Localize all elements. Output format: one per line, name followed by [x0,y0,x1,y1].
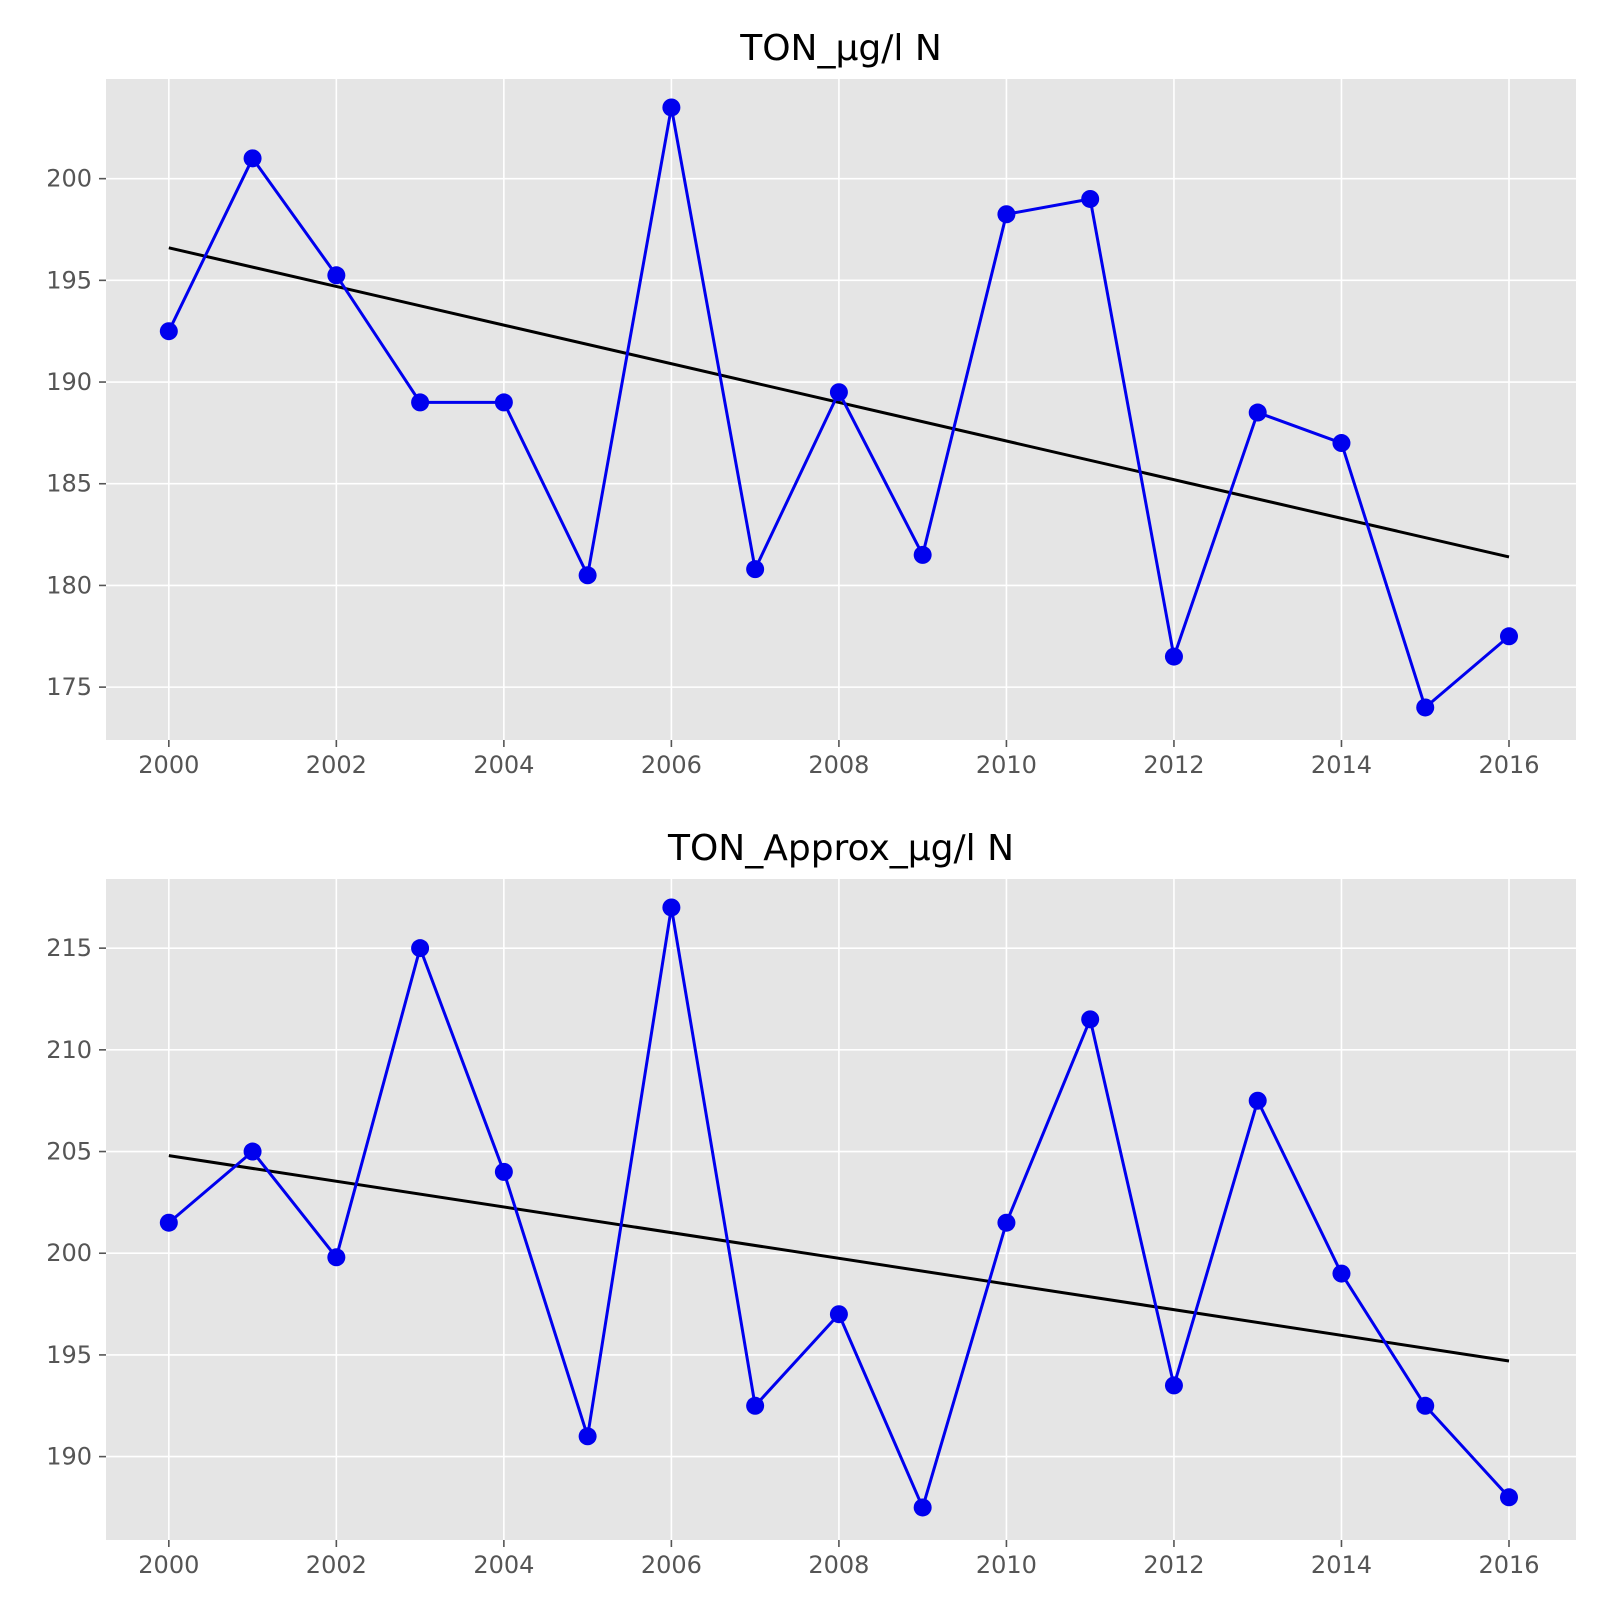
data-point [913,1498,932,1517]
data-point [159,322,178,341]
plot-layer: 2000 2002 2004 2006 2008 2010 2012 2014 2016 190 1… [46,879,1576,1579]
chart-ton: 2000 2002 2004 2006 2008 2010 2012 2014 2016 175 1… [46,28,1576,779]
chart-svg: 2000 2002 2004 2006 2008 2010 2012 2014 2016 190 1… [46,828,1576,1579]
x-tick-label: 2002 [306,1551,367,1579]
data-point [578,566,597,585]
data-point [578,1427,597,1446]
y-tick-label: 200 [46,165,92,193]
data-point [411,393,430,412]
data-point [1164,647,1183,666]
y-tick-label: 175 [46,673,92,701]
x-tick-label: 2010 [976,1551,1037,1579]
data-point [494,393,513,412]
y-tick-label: 185 [46,470,92,498]
plot-area [106,879,1576,1540]
x-tick-label: 2014 [1311,1551,1372,1579]
data-point [829,1305,848,1324]
y-tick-label: 195 [46,1341,92,1369]
x-tick-label: 2006 [641,751,702,779]
x-tick-label: 2004 [473,1551,534,1579]
data-point [662,898,681,917]
data-point [1332,434,1351,453]
y-tick-label: 190 [46,1443,92,1471]
y-tick-label: 215 [46,934,92,962]
data-point [997,205,1016,224]
data-point [1416,698,1435,717]
data-point [997,1213,1016,1232]
y-tick-label: 205 [46,1138,92,1166]
data-point [1499,1488,1518,1507]
x-tick-label: 2012 [1143,1551,1204,1579]
y-tick-label: 210 [46,1036,92,1064]
data-point [913,545,932,564]
data-point [1248,1091,1267,1110]
y-tick-label: 200 [46,1239,92,1267]
x-tick-label: 2016 [1478,751,1539,779]
chart-title: TON_µg/l N [739,28,942,69]
y-tick-label: 180 [46,571,92,599]
x-tick-label: 2000 [138,1551,199,1579]
chart-title: TON_Approx_µg/l N [667,828,1014,869]
y-tick-label: 195 [46,266,92,294]
data-point [494,1162,513,1181]
plot-area [106,79,1576,740]
x-tick-label: 2014 [1311,751,1372,779]
data-point [746,1396,765,1415]
plot-layer: 2000 2002 2004 2006 2008 2010 2012 2014 2016 175 1… [46,79,1576,779]
x-tick-label: 2016 [1478,1551,1539,1579]
trend-line [168,246,1510,559]
data-point [327,266,346,285]
data-point [746,560,765,579]
x-tick-label: 2006 [641,1551,702,1579]
data-point [243,1142,262,1161]
data-point [159,1213,178,1232]
x-tick-label: 2010 [976,751,1037,779]
x-tick-label: 2012 [1143,751,1204,779]
chart-ton-approx: 2000 2002 2004 2006 2008 2010 2012 2014 2016 190 1… [0,800,1600,1600]
data-point [1332,1264,1351,1283]
data-point [1081,189,1100,208]
x-tick-label: 2002 [306,751,367,779]
data-point [1499,627,1518,646]
data-point [327,1248,346,1267]
data-point [1164,1376,1183,1395]
x-tick-label: 2008 [808,1551,869,1579]
x-tick-label: 2000 [138,751,199,779]
x-tick-label: 2004 [473,751,534,779]
data-point [1081,1010,1100,1029]
chart-svg: 2000 2002 2004 2006 2008 2010 2012 2014 2016 175 1… [46,28,1576,779]
data-point [662,98,681,117]
data-point [243,149,262,168]
y-tick-label: 190 [46,368,92,396]
data-point [1416,1396,1435,1415]
trend-line [168,1154,1510,1363]
data-point [829,383,848,402]
data-point [1248,403,1267,422]
x-tick-label: 2008 [808,751,869,779]
data-point [411,939,430,958]
